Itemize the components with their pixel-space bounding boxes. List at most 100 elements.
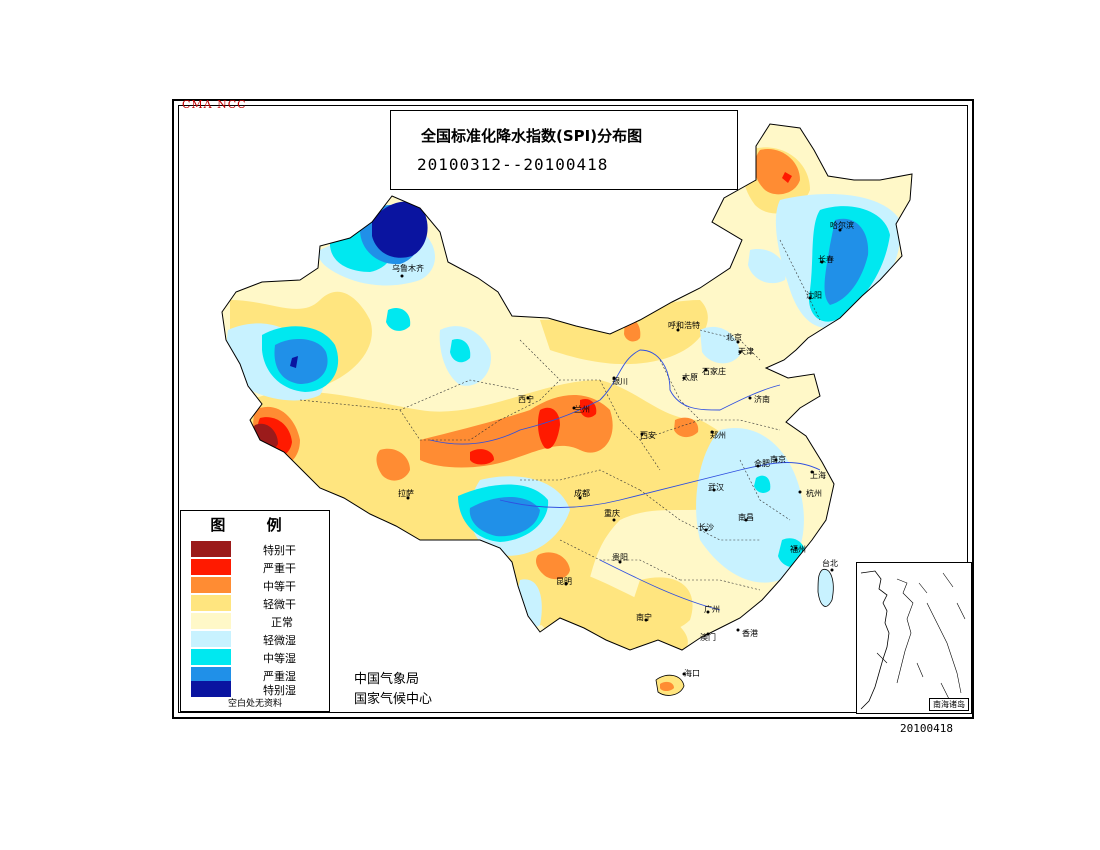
svg-text:香港: 香港 [742,628,758,638]
city-shanghai: 上海 [810,470,826,480]
city-taiyuan: 太原 [682,372,698,382]
legend-label: 严重干 [263,562,296,575]
legend-swatch [191,649,231,665]
city-xining: 西宁 [518,394,534,404]
spi-moderate-dry-hainan [660,681,674,691]
legend: 图 例 特别干 严重干 中等干 轻微干 正常 轻微湿 中等湿 严重湿 特别湿 空… [180,510,330,712]
svg-text:乌鲁木齐: 乌鲁木齐 [392,263,424,273]
spi-severe-dry-qinghai [470,449,494,465]
legend-swatch [191,541,231,557]
org-label: CMA NCC [182,98,247,111]
svg-text:天津: 天津 [738,346,754,356]
svg-text:合肥: 合肥 [754,458,770,468]
city-zhengzhou: 郑州 [710,430,726,440]
city-fuzhou: 福州 [790,545,806,554]
svg-text:太原: 太原 [682,372,698,382]
city-chongqing: 重庆 [604,508,620,522]
spi-severe-wet-sichuan [469,497,540,537]
legend-note: 空白处无资料 [227,699,282,709]
legend-swatch [191,681,231,697]
svg-text:兰州: 兰州 [574,404,590,414]
city-changsha: 长沙 [698,522,714,532]
city-hefei: 合肥 [754,458,770,468]
legend-label: 严重湿 [263,670,296,683]
date-stamp: 20100418 [900,722,953,735]
legend-item: 轻微湿 [191,631,327,647]
svg-text:南昌: 南昌 [738,512,754,522]
city-kunming: 昆明 [556,577,572,586]
city-tianjin: 天津 [738,346,754,356]
spi-moderate-dry-yunnan [536,552,570,580]
city-urumqi: 乌鲁木齐 [392,263,424,278]
city-guiyang: 贵阳 [612,552,628,564]
city-lhasa: 拉萨 [398,488,414,500]
svg-text:沈阳: 沈阳 [806,290,822,300]
city-hongkong: 香港 [736,628,758,638]
spi-severe-wet-jilin [824,218,869,305]
city-haikou: 海口 [682,668,700,678]
spi-severe-dry-spot-northeast [782,172,792,183]
spi-moderate-dry-heilongjiang [754,149,800,195]
legend-item: 中等湿 [191,649,327,665]
city-nanning: 南宁 [636,612,652,622]
city-changchun: 长春 [818,254,834,264]
legend-label: 中等湿 [263,652,296,665]
spi-slight-wet-jilin-west [748,249,786,284]
spi-extreme-wet-altai [372,201,428,258]
city-beijing: 北京 [726,332,742,344]
legend-label: 特别湿 [263,684,296,697]
svg-text:北京: 北京 [726,332,742,342]
legend-swatch [191,631,231,647]
legend-item: 正常 [191,613,327,629]
legend-item: 特别湿 [191,681,327,697]
city-harbin: 哈尔滨 [830,220,854,232]
rivers [429,349,821,611]
svg-text:南宁: 南宁 [636,612,652,622]
city-yinchuan: 银川 [612,376,628,386]
spi-moderate-wet-qinghai [450,338,471,363]
city-macau: 澳门 [700,632,716,642]
spi-slight-dry-guangxi [630,577,693,631]
svg-text:武汉: 武汉 [708,482,724,492]
city-shijiazhuang: 石家庄 [702,366,726,376]
svg-text:呼和浩特: 呼和浩特 [668,320,700,330]
legend-item: 特别干 [191,541,327,557]
legend-label: 轻微湿 [263,634,296,647]
svg-text:福州: 福州 [790,545,806,554]
city-taipei: 台北 [822,558,838,572]
svg-text:海口: 海口 [684,668,700,678]
legend-item: 严重干 [191,559,327,575]
city-hohhot: 呼和浩特 [668,320,700,332]
spi-moderate-wet-anhui [754,475,771,493]
spi-severe-wet-tianshan [274,338,328,384]
city-lanzhou: 兰州 [572,404,590,414]
city-wuhan: 武汉 [708,482,724,492]
legend-label: 轻微干 [263,598,296,611]
svg-text:西宁: 西宁 [518,394,534,404]
svg-text:成都: 成都 [574,488,590,498]
legend-swatch [191,613,231,629]
city-nanchang: 南昌 [738,512,754,522]
spi-extreme-wet-spot [290,356,298,368]
map-inner-border [178,105,968,713]
agency-credit: 中国气象局 国家气候中心 [354,670,432,710]
agency-line-2: 国家气候中心 [354,692,433,707]
svg-text:贵阳: 贵阳 [612,552,628,562]
svg-text:广州: 广州 [704,604,720,614]
city-chengdu: 成都 [574,488,590,500]
svg-text:台北: 台北 [822,558,838,568]
svg-text:杭州: 杭州 [806,488,822,498]
svg-text:拉萨: 拉萨 [398,488,414,498]
spi-slight-wet-beijing [700,326,740,364]
legend-label: 特别干 [263,544,296,557]
spi-slight-wet-jiangnan [696,428,804,583]
city-hangzhou: 杭州 [798,488,822,498]
svg-text:昆明: 昆明 [556,577,572,586]
legend-item: 中等干 [191,577,327,593]
svg-text:南京: 南京 [770,454,786,464]
spi-severe-dry-gansu [537,407,560,449]
svg-text:澳门: 澳门 [700,632,716,642]
inset-map [860,570,966,710]
spi-moderate-dry-tibet [376,448,410,481]
